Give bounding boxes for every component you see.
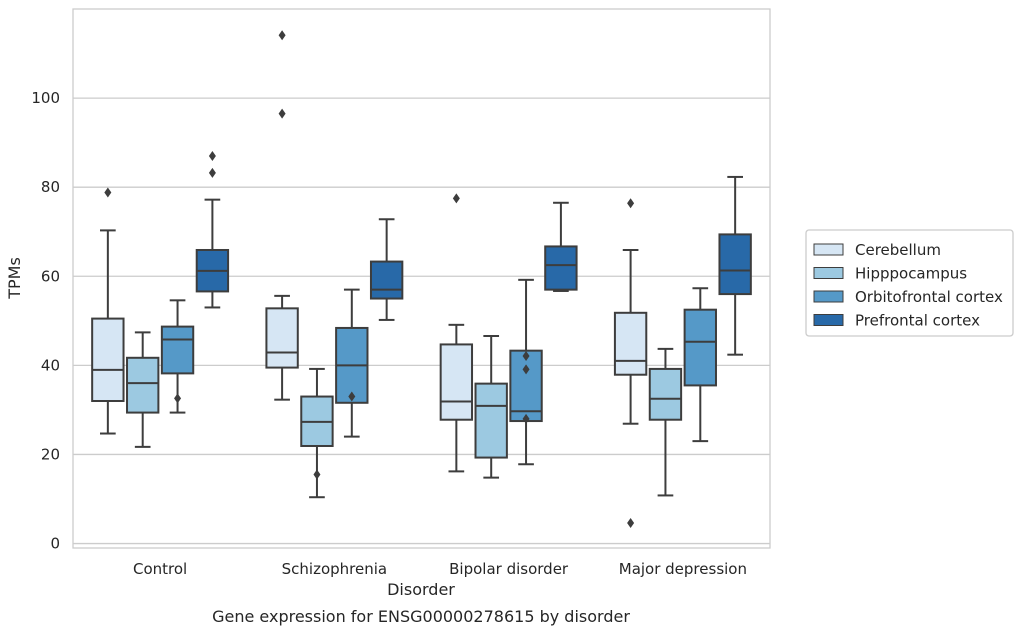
y-tick-label: 100 <box>31 89 60 107</box>
outlier-point <box>452 193 460 204</box>
box-orbitofrontal-cortex <box>335 288 369 438</box>
box-hipppocampus <box>648 347 683 497</box>
x-tick-label: Major depression <box>619 560 747 578</box>
outlier-point <box>522 413 530 424</box>
legend-swatch <box>813 267 844 279</box>
outlier-point <box>348 391 356 402</box>
box-iqr <box>718 233 752 296</box>
legend: Cerebellum Hipppocampus Orbitofrontal cort… <box>805 229 1014 337</box>
y-tick-label: 20 <box>41 445 60 463</box>
box-iqr <box>683 308 717 387</box>
legend-swatch <box>813 243 844 256</box>
box-prefrontal-cortex <box>195 151 230 309</box>
box-cerebellum <box>265 30 299 401</box>
outlier-point <box>208 151 216 161</box>
x-tick-labels: Control Schizophrenia Bipolar disorder Majo… <box>133 560 747 578</box>
y-tick-label: 0 <box>50 535 60 553</box>
outlier-point <box>104 187 112 198</box>
y-tick-labels: 0 20 40 60 80 100 <box>31 89 60 552</box>
box-iqr <box>648 367 683 421</box>
outlier-point <box>208 167 216 178</box>
outlier-point <box>278 30 286 41</box>
outlier-point <box>522 351 530 362</box>
y-tick-label: 60 <box>41 267 60 285</box>
outlier-point <box>313 469 321 480</box>
legend-label: Orbitofrontal cortex <box>855 288 1003 306</box>
plot-frame <box>72 8 771 549</box>
box-prefrontal-cortex <box>369 218 404 321</box>
x-tick-label: Schizophrenia <box>282 560 387 578</box>
box-iqr <box>439 343 474 421</box>
y-tick-label: 80 <box>41 178 60 196</box>
box-iqr <box>369 260 404 300</box>
box-iqr <box>509 349 543 423</box>
box-iqr <box>160 325 195 375</box>
outlier-point <box>278 108 286 119</box>
box-iqr <box>544 245 578 291</box>
plot-area <box>91 30 752 529</box>
legend-swatch <box>813 314 844 326</box>
outlier-point <box>627 198 635 209</box>
x-tick-label: Bipolar disorder <box>449 560 569 578</box>
box-orbitofrontal-cortex <box>683 287 717 443</box>
y-tick-label: 40 <box>41 356 60 374</box>
chart-caption: Gene expression for ENSG00000278615 by d… <box>212 607 630 626</box>
box-cerebellum <box>439 193 474 473</box>
box-orbitofrontal-cortex <box>160 299 195 414</box>
box-orbitofrontal-cortex <box>509 278 543 466</box>
legend-swatch <box>813 290 844 303</box>
outlier-point <box>174 393 182 404</box>
box-prefrontal-cortex <box>718 175 752 356</box>
y-axis-label: TPMs <box>5 257 24 300</box>
legend-frame <box>805 229 1014 337</box>
legend-label: Prefrontal cortex <box>855 312 980 330</box>
box-cerebellum <box>91 187 125 435</box>
box-hipppocampus <box>300 367 334 499</box>
box-hipppocampus <box>474 334 508 479</box>
legend-label: Hipppocampus <box>855 265 967 283</box>
box-iqr <box>265 307 299 369</box>
box-iqr <box>474 382 508 459</box>
x-axis-label: Disorder <box>387 580 455 599</box>
box-prefrontal-cortex <box>544 201 578 292</box>
box-iqr <box>91 317 125 402</box>
outlier-point <box>627 518 635 529</box>
box-iqr <box>126 356 160 414</box>
box-iqr <box>613 311 648 376</box>
box-cerebellum <box>613 198 648 529</box>
box-hipppocampus <box>126 331 160 448</box>
legend-label: Cerebellum <box>855 241 941 259</box>
x-tick-label: Control <box>133 560 187 578</box>
outlier-point <box>522 364 530 375</box>
